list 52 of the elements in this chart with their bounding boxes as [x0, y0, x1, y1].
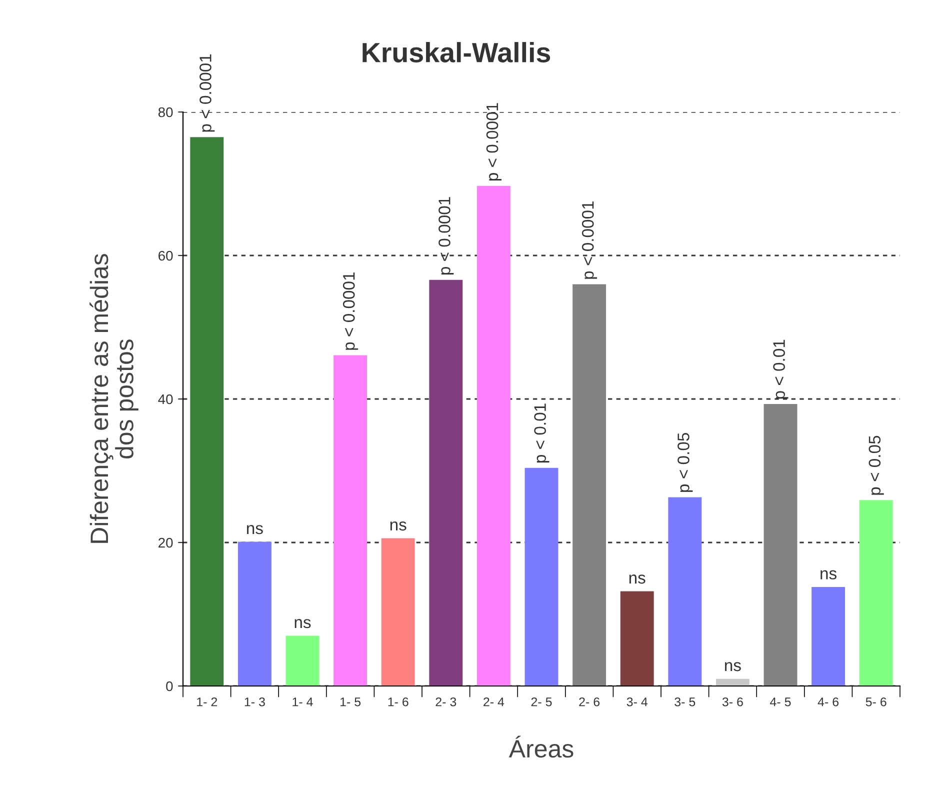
- bar: [334, 355, 368, 686]
- y-tick-label: 0: [166, 681, 173, 692]
- data-label: p < 0.01: [534, 404, 550, 462]
- y-tick-label: 20: [158, 538, 173, 548]
- data-label: ns: [629, 574, 646, 584]
- bar: [764, 404, 798, 686]
- bar: [859, 500, 893, 686]
- x-axis-title: Áreas: [508, 736, 574, 758]
- x-tick-label: 3- 6: [722, 697, 743, 706]
- data-label: p < 0.0001: [342, 272, 358, 350]
- bar: [716, 678, 750, 686]
- bar: [381, 538, 415, 686]
- x-tick-label: 1- 4: [292, 698, 313, 706]
- data-label: ns: [820, 570, 836, 580]
- data-label: ns: [247, 525, 263, 534]
- bar: [812, 586, 846, 686]
- x-tick-label: 4- 6: [818, 697, 839, 706]
- y-axis-title: Diferença entre as médias dos postos: [90, 254, 138, 543]
- data-label: ns: [725, 662, 741, 672]
- data-label: p < 0.05: [678, 432, 693, 492]
- x-tick-label: 3- 4: [626, 697, 648, 706]
- x-tick-label: 3- 5: [674, 697, 696, 706]
- x-tick-label: 2- 3: [436, 697, 456, 706]
- data-label: p < 0.0001: [200, 54, 215, 132]
- data-label: ns: [390, 521, 406, 531]
- bar: [429, 280, 463, 686]
- y-tick-label: 80: [158, 107, 173, 118]
- x-tick-label: 1- 6: [388, 697, 408, 706]
- y-tick-label: 40: [158, 394, 173, 404]
- data-label: ns: [294, 619, 311, 628]
- x-tick-label: 1- 3: [244, 697, 265, 706]
- x-tick-label: 2- 6: [579, 697, 600, 706]
- bar: [286, 636, 320, 686]
- bar: [238, 542, 272, 686]
- bar: [572, 284, 606, 686]
- x-tick-label: 2- 5: [531, 697, 552, 706]
- y-tick-label: 60: [158, 250, 173, 261]
- bar: [620, 591, 654, 686]
- bar: [190, 137, 224, 686]
- data-label: p < 0.01: [773, 340, 788, 399]
- data-label: p < 0.0001: [486, 103, 502, 181]
- x-tick-label: 1- 5: [340, 698, 361, 706]
- data-label: p < 0.0001: [582, 201, 598, 279]
- data-label: p < 0.05: [868, 436, 884, 495]
- x-tick-label: 5- 6: [866, 697, 886, 706]
- x-tick-label: 1- 2: [197, 697, 218, 706]
- bar: [524, 468, 558, 686]
- x-tick-label: 2- 4: [484, 697, 504, 706]
- x-tick-label: 4- 5: [770, 698, 791, 706]
- bar: [476, 186, 510, 686]
- chart-title: Kruskal-Wallis: [362, 42, 550, 62]
- bar: [668, 497, 702, 686]
